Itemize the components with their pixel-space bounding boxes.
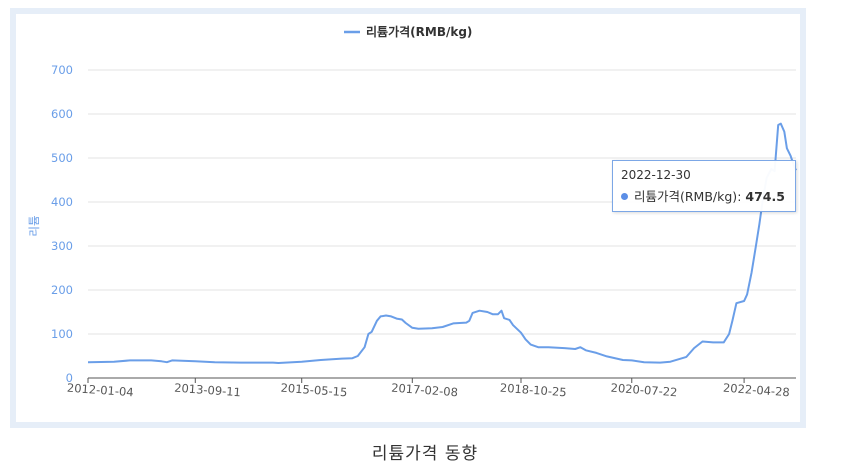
- x-tick-label: 2017-02-08: [391, 381, 459, 400]
- tooltip-date: 2022-12-30: [621, 168, 691, 182]
- line-chart: 0 100 200 300 400 500 600 700 2012-01-04 2013-09-…: [27, 24, 797, 400]
- tooltip-separator: :: [737, 189, 746, 204]
- y-tick-label: 600: [51, 107, 73, 121]
- y-tick-label: 200: [51, 283, 73, 297]
- legend-label: 리튬가격(RMB/kg): [366, 24, 472, 39]
- x-tick-label: 2012-01-04: [66, 381, 134, 400]
- x-tick-label: 2013-09-11: [174, 381, 242, 400]
- x-tick-label: 2022-04-28: [723, 381, 791, 400]
- y-tick-label: 400: [51, 195, 73, 209]
- x-tick-label: 2020-07-22: [610, 381, 678, 400]
- x-tick-label: 2018-10-25: [499, 381, 567, 400]
- tooltip-row: 리튬가격(RMB/kg): 474.5: [621, 186, 785, 205]
- x-tick-label: 2015-05-15: [280, 381, 348, 400]
- chart-title: 리튬가격 동향: [371, 444, 479, 464]
- y-tick-label: 0: [66, 371, 73, 385]
- tooltip-value: 474.5: [745, 189, 785, 204]
- y-tick-label: 700: [51, 63, 73, 77]
- chart-tooltip: 2022-12-30 리튬가격(RMB/kg): 474.5: [612, 160, 796, 212]
- y-tick-label: 100: [51, 327, 73, 341]
- y-axis-title: 리튬: [27, 215, 41, 236]
- series-line: [87, 122, 797, 364]
- tooltip-series-name: 리튬가격(RMB/kg): [634, 189, 738, 204]
- y-tick-label: 500: [51, 151, 73, 165]
- chart-frame: 0 100 200 300 400 500 600 700 2012-01-04 2013-09-…: [10, 8, 806, 428]
- tooltip-series-dot: [621, 193, 628, 200]
- chart-panel: 0 100 200 300 400 500 600 700 2012-01-04 2013-09-…: [16, 14, 800, 422]
- y-tick-label: 300: [51, 239, 73, 253]
